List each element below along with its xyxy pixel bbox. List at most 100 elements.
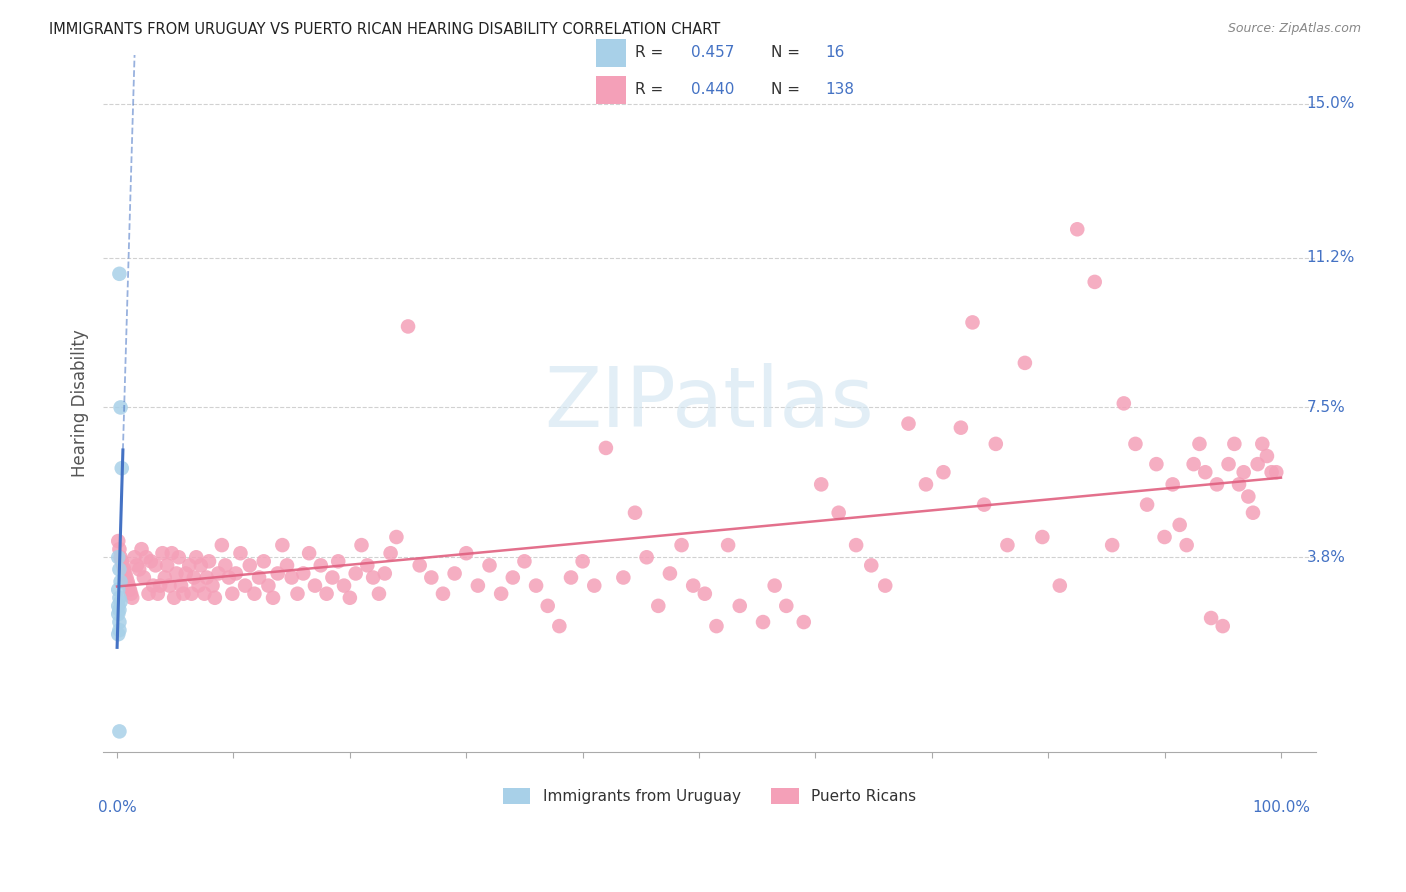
Point [984,437,1007,451]
Point [142,579,165,593]
Point [1194,465,1216,479]
Point [135,550,157,565]
Point [1188,437,1211,451]
Point [1260,465,1282,479]
Point [120,587,142,601]
Point [932,465,955,479]
Point [1136,498,1159,512]
Point [361,570,384,584]
Point [647,599,669,613]
Point [810,477,832,491]
Point [107,607,129,621]
Point [124,550,146,565]
Point [356,558,378,573]
Point [132,570,155,584]
Point [380,546,402,560]
Point [108,591,131,605]
Point [350,538,373,552]
Point [179,558,201,573]
Text: IMMIGRANTS FROM URUGUAY VS PUERTO RICAN HEARING DISABILITY CORRELATION CHART: IMMIGRANTS FROM URUGUAY VS PUERTO RICAN … [49,22,720,37]
Point [287,587,309,601]
Point [174,566,197,581]
Point [190,558,212,573]
Point [432,587,454,601]
Point [276,558,298,573]
Legend: Immigrants from Uruguay, Puerto Ricans: Immigrants from Uruguay, Puerto Ricans [496,782,922,810]
Point [1066,222,1088,236]
Text: 138: 138 [825,82,855,97]
Point [152,546,174,560]
Point [1233,465,1256,479]
Point [167,550,190,565]
Point [298,546,321,560]
Point [560,570,582,584]
Point [1014,356,1036,370]
Point [612,570,634,584]
Point [636,550,658,565]
Point [108,623,131,637]
Point [225,566,247,581]
Point [1218,457,1240,471]
Point [860,558,883,573]
Point [344,566,367,581]
Point [257,579,280,593]
Point [1206,477,1229,491]
Point [1265,465,1288,479]
Point [1031,530,1053,544]
Point [571,554,593,568]
Point [1049,579,1071,593]
Point [112,562,135,576]
Point [1227,477,1250,491]
Point [138,587,160,601]
Point [728,599,751,613]
Point [118,579,141,593]
Point [108,603,131,617]
Point [108,615,131,629]
Point [108,724,131,739]
Point [160,546,183,560]
Point [875,579,897,593]
Point [513,554,536,568]
Point [111,558,134,573]
Point [1237,490,1260,504]
Point [110,401,132,415]
Point [1161,477,1184,491]
Point [752,615,775,629]
Point [333,579,356,593]
Text: 11.2%: 11.2% [1306,250,1355,265]
Point [239,558,262,573]
Point [827,506,849,520]
Bar [596,76,626,103]
Point [186,550,208,565]
Point [221,587,243,601]
Point [107,534,129,549]
Point [671,538,693,552]
Point [1112,396,1135,410]
Point [247,570,270,584]
Point [121,591,143,605]
Point [125,558,148,573]
Point [949,420,972,434]
Point [131,542,153,557]
Point [107,550,129,565]
Point [385,530,408,544]
Point [624,506,647,520]
Point [165,566,187,581]
Point [443,566,465,581]
Text: ZIPatlas: ZIPatlas [544,363,875,444]
Point [153,570,176,584]
Point [128,562,150,576]
Point [201,579,224,593]
Bar [596,39,626,67]
Point [321,570,343,584]
Point [1084,275,1107,289]
Point [1241,506,1264,520]
Point [107,627,129,641]
Text: 15.0%: 15.0% [1306,96,1355,112]
Point [467,579,489,593]
Point [110,550,132,565]
Point [706,619,728,633]
Text: 0.0%: 0.0% [98,800,136,815]
Text: 0.457: 0.457 [690,45,734,60]
Point [548,619,571,633]
